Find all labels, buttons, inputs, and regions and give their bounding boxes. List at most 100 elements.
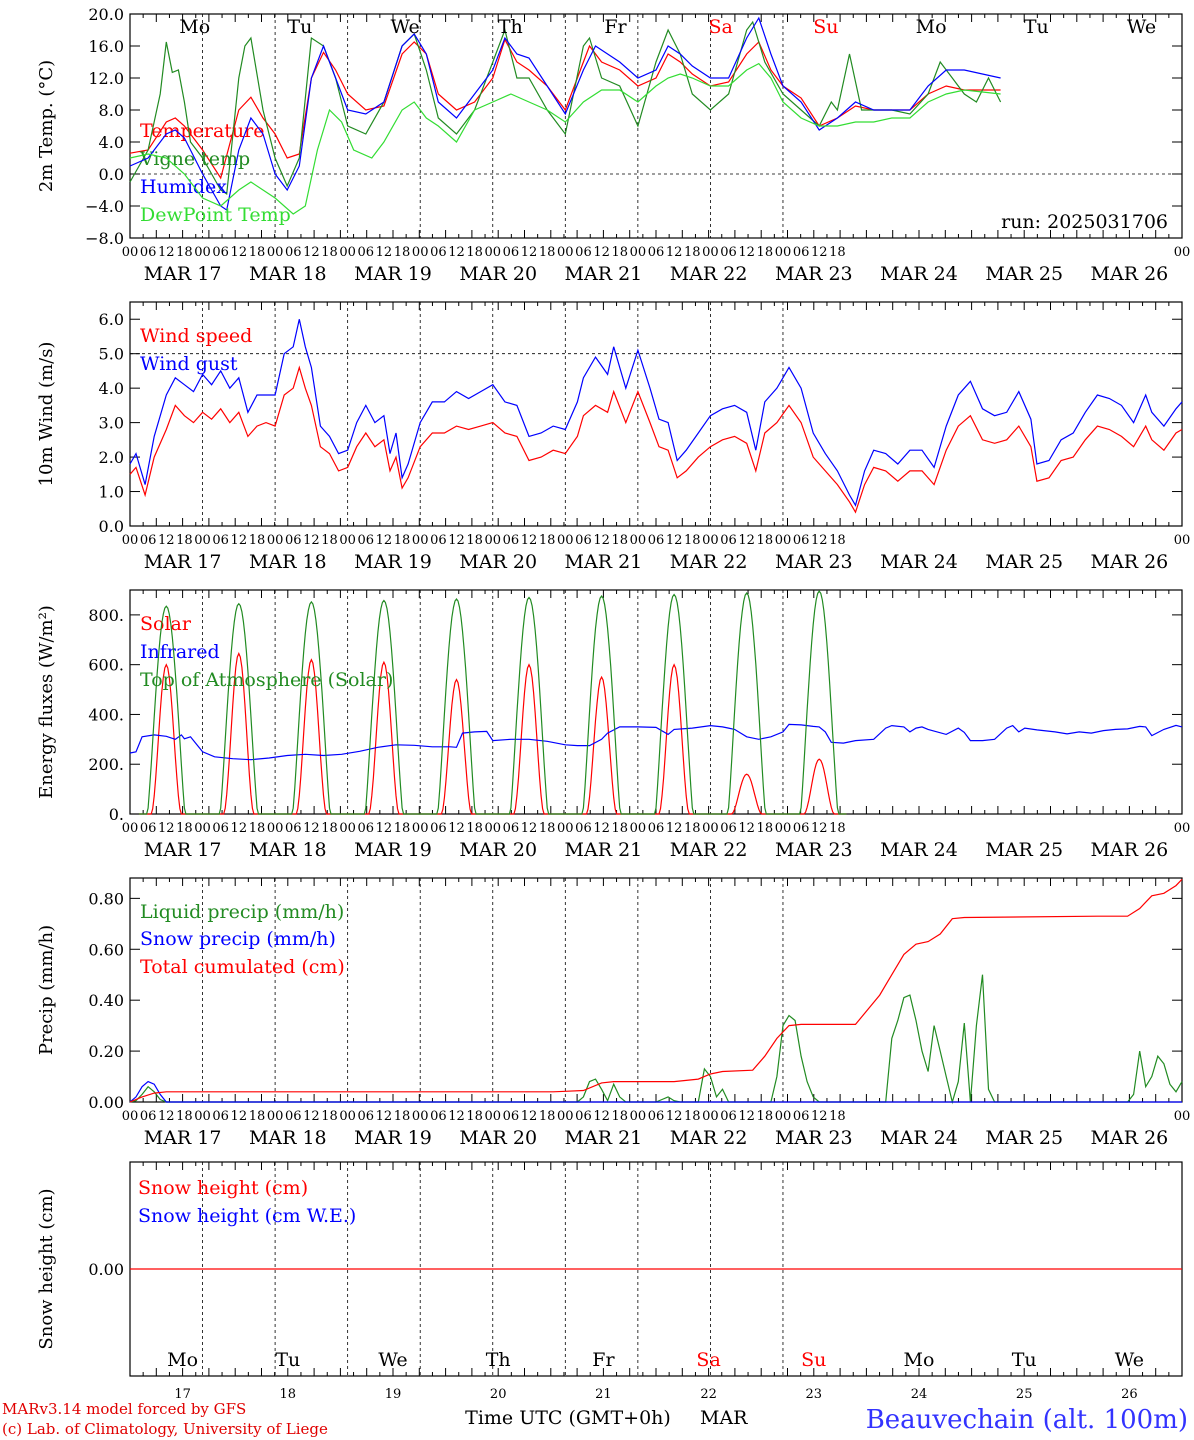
hour-tick-label: 12 — [811, 245, 828, 260]
hour-tick-label: 12 — [376, 533, 393, 548]
date-label: MAR 21 — [565, 551, 643, 573]
date-label: MAR 22 — [670, 263, 748, 285]
legend-entry: Snow precip (mm/h) — [140, 928, 336, 950]
hour-tick-label: 18 — [321, 533, 338, 548]
series-line-wind-1 — [129, 319, 1183, 507]
hour-tick-label: 06 — [140, 245, 157, 260]
hour-tick-label: 12 — [158, 533, 175, 548]
legend-entry: Snow height (cm W.E.) — [138, 1205, 356, 1227]
hour-tick-label: 06 — [648, 821, 665, 836]
date-label: MAR 21 — [565, 263, 643, 285]
x-axis-title: Time UTC (GMT+0h) — [465, 1407, 671, 1429]
hour-tick-label: 00 — [484, 821, 501, 836]
hour-tick-label: 12 — [521, 1109, 538, 1124]
day-label: Th — [498, 16, 523, 38]
hour-tick-label: 06 — [720, 1109, 737, 1124]
hour-tick-label: 00 — [1174, 533, 1191, 548]
hour-tick-label: 00 — [775, 533, 792, 548]
date-label: MAR 24 — [880, 551, 958, 573]
hour-tick-label: 06 — [430, 821, 447, 836]
series-line-temp-3 — [129, 62, 1001, 215]
hour-tick-label: 00 — [194, 533, 211, 548]
footer-line-2: (c) Lab. of Climatology, University of L… — [2, 1420, 328, 1438]
hour-tick-label: 18 — [176, 1109, 193, 1124]
date-number: 17 — [174, 1387, 191, 1402]
y-tick-label: 0.20 — [88, 1042, 124, 1061]
date-label: MAR 22 — [670, 551, 748, 573]
hour-tick-label: 18 — [829, 1109, 846, 1124]
series-line-temp-0 — [129, 38, 1001, 180]
legend-entry: Top of Atmosphere (Solar) — [140, 669, 393, 691]
hour-tick-label: 18 — [321, 245, 338, 260]
hour-tick-label: 00 — [267, 533, 284, 548]
hour-tick-label: 12 — [811, 821, 828, 836]
day-label: Mo — [179, 16, 210, 38]
hour-tick-label: 18 — [539, 821, 556, 836]
hour-tick-label: 12 — [811, 533, 828, 548]
hour-tick-label: 18 — [829, 533, 846, 548]
day-label: Tu — [275, 1349, 300, 1371]
chart-panel-snow: 0.00 Snow height (cm) Snow height (cm) Snow… — [36, 1161, 1183, 1402]
hour-tick-label: 00 — [630, 533, 647, 548]
series-line-energy-2 — [139, 590, 847, 815]
hour-tick-label: 00 — [339, 1109, 356, 1124]
y-tick-label: 600. — [88, 656, 124, 675]
y-tick-label: 0.80 — [88, 889, 124, 908]
y-axis-label: 10m Wind (m/s) — [36, 342, 57, 487]
hour-tick-label: 18 — [684, 245, 701, 260]
hour-tick-label: 06 — [503, 533, 520, 548]
hour-tick-label: 06 — [648, 245, 665, 260]
date-number: 20 — [490, 1387, 507, 1402]
y-tick-label: 4.0 — [99, 379, 124, 398]
hour-tick-label: 06 — [720, 533, 737, 548]
x-axis-month: MAR — [700, 1407, 748, 1429]
hour-tick-label: 00 — [557, 245, 574, 260]
y-tick-label: 0. — [109, 805, 124, 824]
hour-tick-label: 00 — [557, 533, 574, 548]
hour-tick-label: 06 — [793, 1109, 810, 1124]
date-label: MAR 18 — [249, 839, 327, 861]
date-label: MAR 26 — [1091, 263, 1169, 285]
hour-tick-label: 18 — [394, 533, 411, 548]
hour-tick-label: 06 — [720, 821, 737, 836]
date-number: 24 — [911, 1387, 928, 1402]
hour-tick-label: 12 — [303, 821, 320, 836]
hour-tick-label: 12 — [231, 245, 248, 260]
date-number: 21 — [595, 1387, 612, 1402]
series-line-temp-1 — [129, 20, 1002, 196]
hour-tick-label: 18 — [321, 821, 338, 836]
hour-tick-label: 18 — [249, 533, 266, 548]
date-number: 23 — [806, 1387, 823, 1402]
date-label: MAR 26 — [1091, 1127, 1169, 1149]
day-label: We — [1127, 16, 1156, 38]
y-axis-label: Snow height (cm) — [36, 1188, 57, 1349]
hour-tick-label: 18 — [757, 533, 774, 548]
y-tick-label: 6.0 — [99, 310, 124, 329]
date-label: MAR 25 — [985, 1127, 1063, 1149]
date-label: MAR 19 — [354, 263, 432, 285]
hour-tick-label: 00 — [775, 245, 792, 260]
date-label: MAR 17 — [144, 839, 222, 861]
station-label: Beauvechain (alt. 100m) — [866, 1405, 1188, 1435]
hour-tick-label: 12 — [521, 245, 538, 260]
date-label: MAR 18 — [249, 263, 327, 285]
hour-tick-label: 12 — [738, 821, 755, 836]
day-label: Fr — [604, 16, 627, 38]
hour-tick-label: 12 — [231, 1109, 248, 1124]
day-label: Sa — [709, 16, 733, 38]
day-label: Tu — [287, 16, 312, 38]
y-tick-label: 0.0 — [99, 517, 124, 536]
hour-tick-label: 06 — [285, 245, 302, 260]
date-label: MAR 23 — [775, 1127, 853, 1149]
hour-tick-label: 18 — [611, 533, 628, 548]
hour-tick-label: 00 — [484, 1109, 501, 1124]
run-label: run: 2025031706 — [1001, 211, 1168, 233]
hour-tick-label: 00 — [339, 245, 356, 260]
legend-entry: Wind gust — [140, 353, 238, 375]
date-number: 26 — [1121, 1387, 1138, 1402]
date-label: MAR 24 — [880, 839, 958, 861]
hour-tick-label: 12 — [158, 245, 175, 260]
date-label: MAR 26 — [1091, 551, 1169, 573]
y-axis-label: 2m Temp. (°C) — [36, 60, 57, 192]
footer-line-1: MARv3.14 model forced by GFS — [2, 1400, 246, 1418]
